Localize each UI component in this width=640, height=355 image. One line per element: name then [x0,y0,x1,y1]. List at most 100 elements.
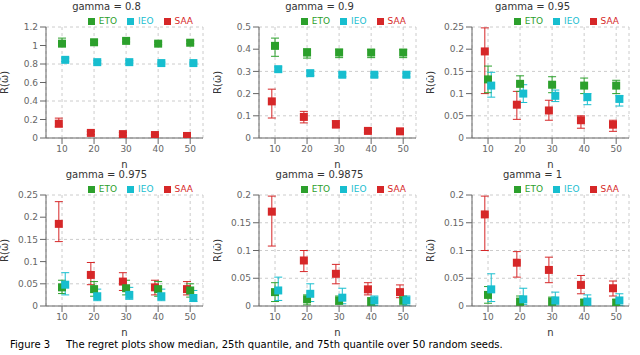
svg-text:40: 40 [365,312,377,322]
svg-text:0: 0 [245,301,251,311]
svg-text:1: 1 [32,41,38,51]
html-text:Figure 3 The regret plots show: Figure 3 The regret plots show median, 2… [10,339,503,350]
svg-text:0.4: 0.4 [24,96,39,106]
html-text:SAA: SAA [600,16,619,26]
html-text:IEO: IEO [351,16,367,26]
svg-text:0.2: 0.2 [450,44,464,54]
svg-text:0.05: 0.05 [444,273,464,283]
svg-text:40: 40 [152,312,164,322]
html-text:IEO: IEO [138,184,154,194]
svg-text:R(ω̂): R(ω̂) [426,71,436,94]
svg-text:50: 50 [610,312,622,322]
svg-text:10: 10 [482,144,494,154]
svg-text:0: 0 [458,301,464,311]
svg-text:0.25: 0.25 [18,190,38,200]
svg-text:0: 0 [32,301,38,311]
svg-text:10: 10 [56,144,68,154]
svg-text:50: 50 [184,144,196,154]
svg-text:30: 30 [120,144,132,154]
svg-text:R(ω̂): R(ω̂) [8,71,10,94]
html-text:SAA: SAA [387,16,406,26]
svg-text:40: 40 [152,144,164,154]
svg-text:0.3: 0.3 [237,67,251,77]
svg-text:0.15: 0.15 [444,218,464,228]
svg-text:20: 20 [514,144,526,154]
html-text:ETO: ETO [311,184,331,194]
svg-text:40: 40 [578,144,590,154]
svg-text:0.15: 0.15 [231,218,251,228]
svg-text:40: 40 [578,312,590,322]
svg-text:0: 0 [245,133,251,143]
svg-text:30: 30 [546,312,558,322]
svg-text:0.1: 0.1 [237,111,251,121]
svg-text:0.1: 0.1 [450,246,464,256]
svg-text:R(ω̂): R(ω̂) [213,71,223,94]
html-text:ETO: ETO [524,16,544,26]
svg-text:0.15: 0.15 [18,235,38,245]
svg-text:30: 30 [333,144,345,154]
svg-text:0.5: 0.5 [237,22,251,32]
svg-text:0.25: 0.25 [444,22,464,32]
html-text:SAA: SAA [174,16,193,26]
svg-text:50: 50 [610,144,622,154]
html-text:ETO: ETO [98,16,118,26]
svg-text:50: 50 [397,144,409,154]
svg-text:30: 30 [120,312,132,322]
svg-text:50: 50 [397,312,409,322]
html-text:gamma = 0.9875: gamma = 0.9875 [275,169,364,180]
svg-text:20: 20 [88,144,100,154]
svg-text:0.2: 0.2 [237,89,251,99]
svg-text:0.15: 0.15 [444,67,464,77]
svg-text:20: 20 [301,312,313,322]
html-text:gamma = 0.9: gamma = 0.9 [285,1,354,12]
svg-text:0.8: 0.8 [24,59,39,69]
svg-text:10: 10 [482,312,494,322]
html-text:gamma = 0.95: gamma = 0.95 [495,1,570,12]
svg-text:0.6: 0.6 [24,78,39,88]
svg-text:n: n [547,159,553,168]
svg-text:n: n [121,327,127,336]
svg-text:0.05: 0.05 [444,111,464,121]
svg-text:0.2: 0.2 [24,212,38,222]
html-text:gamma = 0.8: gamma = 0.8 [72,1,141,12]
svg-text:R(ω̂): R(ω̂) [213,239,223,262]
svg-text:R(ω̂): R(ω̂) [426,239,436,262]
svg-text:0.2: 0.2 [237,190,251,200]
html-text:IEO: IEO [564,16,580,26]
svg-text:0.1: 0.1 [450,89,464,99]
svg-text:0: 0 [458,133,464,143]
html-text:IEO: IEO [138,16,154,26]
html-text:gamma = 0.975: gamma = 0.975 [65,169,148,180]
svg-text:0.05: 0.05 [18,279,38,289]
html-text:SAA: SAA [387,184,406,194]
svg-text:20: 20 [514,312,526,322]
html-text:ETO: ETO [524,184,544,194]
svg-text:20: 20 [88,312,100,322]
svg-text:0: 0 [32,133,38,143]
html-text:SAA: SAA [174,184,193,194]
svg-text:0.1: 0.1 [24,257,38,267]
html-text:IEO: IEO [351,184,367,194]
svg-text:n: n [121,159,127,168]
svg-text:n: n [334,327,340,336]
svg-text:0.2: 0.2 [24,115,38,125]
svg-text:R(ω̂): R(ω̂) [8,239,10,262]
svg-text:0.1: 0.1 [237,246,251,256]
svg-text:0.4: 0.4 [237,44,252,54]
svg-text:10: 10 [56,312,68,322]
html-text:ETO: ETO [311,16,331,26]
svg-text:n: n [334,159,340,168]
html-text:gamma = 1: gamma = 1 [502,169,563,180]
html-text:ETO: ETO [98,184,118,194]
svg-text:20: 20 [301,144,313,154]
svg-text:30: 30 [546,144,558,154]
svg-text:0.05: 0.05 [231,273,251,283]
svg-text:0.2: 0.2 [450,190,464,200]
svg-text:50: 50 [184,312,196,322]
svg-text:1.2: 1.2 [24,22,38,32]
svg-text:10: 10 [269,312,281,322]
svg-text:30: 30 [333,312,345,322]
svg-text:10: 10 [269,144,281,154]
svg-text:n: n [547,327,553,336]
svg-text:40: 40 [365,144,377,154]
